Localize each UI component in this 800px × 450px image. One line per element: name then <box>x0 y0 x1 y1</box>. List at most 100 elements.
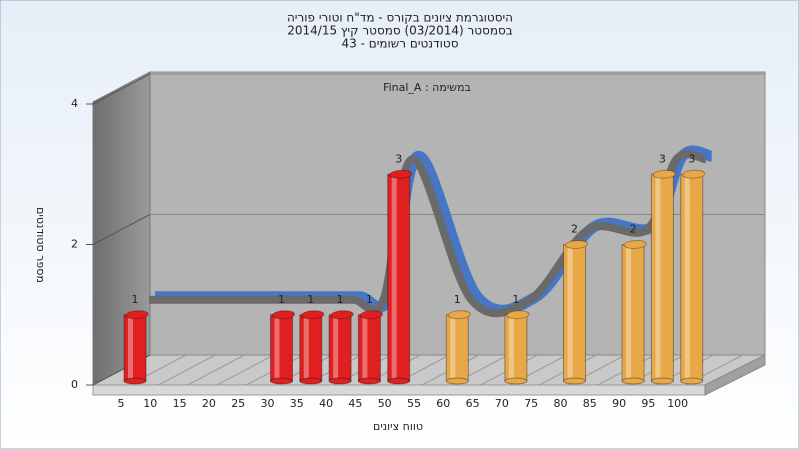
bar <box>299 310 325 385</box>
bar-body <box>299 314 323 382</box>
title-line: היסטוגרמת ציונים בקורס - מד"ח וטורי פורי… <box>287 11 513 25</box>
x-tick-label: 100 <box>667 397 688 410</box>
x-tick-label: 55 <box>407 397 421 410</box>
bar-body <box>445 314 469 382</box>
y-tick-label: 0 <box>71 378 78 391</box>
y-tick-label: 4 <box>71 97 78 110</box>
bar-top <box>652 169 677 179</box>
floor-line <box>187 354 245 386</box>
bar-body <box>357 314 381 382</box>
bar-shine <box>128 314 133 381</box>
data-label: 1 <box>366 293 373 306</box>
grid-line <box>92 73 151 105</box>
x-tick-label: 50 <box>378 397 392 410</box>
data-label: 1 <box>132 293 139 306</box>
bar-top <box>447 310 471 320</box>
data-label: 1 <box>278 293 285 306</box>
bar-top <box>564 240 589 249</box>
bar-bottom <box>270 377 293 385</box>
floor-line <box>216 354 275 386</box>
x-tick-label: 20 <box>202 397 216 410</box>
bar <box>563 240 589 385</box>
bar <box>504 310 530 385</box>
bar-bottom <box>504 377 528 385</box>
data-label: 3 <box>688 152 695 165</box>
x-tick-label: 90 <box>612 397 626 410</box>
bar-top <box>389 169 413 179</box>
data-label: 3 <box>659 152 666 165</box>
bar-body <box>270 314 293 382</box>
x-tick-label: 15 <box>173 397 187 410</box>
x-tick-label: 25 <box>231 397 245 410</box>
data-label: 1 <box>337 293 344 306</box>
bar-body <box>563 244 586 382</box>
bar <box>680 169 706 385</box>
bar-shine <box>274 314 280 381</box>
x-tick-label: 65 <box>466 397 480 410</box>
x-tick-label: 35 <box>290 397 304 410</box>
trend-ribbon <box>148 150 707 318</box>
bar-top <box>125 310 149 320</box>
bar-shine <box>303 314 309 381</box>
floor-edge <box>92 384 706 396</box>
bar-bottom <box>123 377 147 385</box>
y-tick-label: 2 <box>71 238 78 251</box>
bar <box>621 240 647 385</box>
bar-bottom <box>445 377 469 385</box>
floor-line <box>158 354 216 386</box>
bar <box>445 310 471 385</box>
x-tick-label: 80 <box>554 397 568 410</box>
bar-shine <box>684 174 690 381</box>
data-label: 1 <box>454 293 461 306</box>
bar <box>328 310 354 385</box>
bar-bottom <box>299 377 323 385</box>
bar-shine <box>508 314 514 381</box>
bar-shine <box>333 314 339 381</box>
grid-line <box>92 214 151 245</box>
bar <box>650 169 677 385</box>
data-label: 1 <box>512 293 519 306</box>
bar-top <box>623 240 647 249</box>
x-axis-label: טווח ציונים <box>373 420 423 433</box>
bar-bottom <box>563 377 586 385</box>
data-label: 1 <box>307 293 314 306</box>
bar-body <box>650 173 674 382</box>
bar-body <box>621 244 645 382</box>
bar <box>123 310 149 385</box>
bar-top <box>506 310 530 320</box>
floor-side <box>704 354 766 396</box>
bar-bottom <box>680 377 704 385</box>
bar <box>270 310 296 385</box>
x-tick-label: 30 <box>261 397 275 410</box>
bar-shine <box>567 244 573 381</box>
bar-top <box>682 169 706 179</box>
bar-bottom <box>621 377 645 385</box>
bar-body <box>328 314 352 382</box>
bar-shine <box>391 174 397 381</box>
title: היסטוגרמת ציונים בקורס - מד"ח וטורי פורי… <box>287 11 513 51</box>
x-tick-label: 60 <box>436 397 450 410</box>
bar-shine <box>655 174 661 381</box>
x-tick-label: 10 <box>143 397 157 410</box>
x-tick-label: 75 <box>524 397 538 410</box>
annotation: Final_A : במשימה <box>383 81 471 94</box>
bar <box>357 310 384 385</box>
x-tick-label: 70 <box>495 397 509 410</box>
bar-bottom <box>387 377 411 385</box>
data-label: 2 <box>630 223 637 236</box>
data-label: 2 <box>571 223 578 236</box>
bar-top <box>301 310 325 320</box>
x-tick-label: 40 <box>319 397 333 410</box>
bar-shine <box>450 314 456 381</box>
bar-top <box>359 310 384 320</box>
bar-bottom <box>357 377 381 385</box>
bar-bottom <box>328 377 352 385</box>
bar-body <box>387 173 411 382</box>
title-line: סטודנטים רשומים - 43 <box>341 37 458 51</box>
bar-body <box>680 173 704 382</box>
bar-body <box>123 314 147 382</box>
bar-body <box>504 314 528 382</box>
x-tick-label: 95 <box>641 397 655 410</box>
bar-shine <box>362 314 368 381</box>
